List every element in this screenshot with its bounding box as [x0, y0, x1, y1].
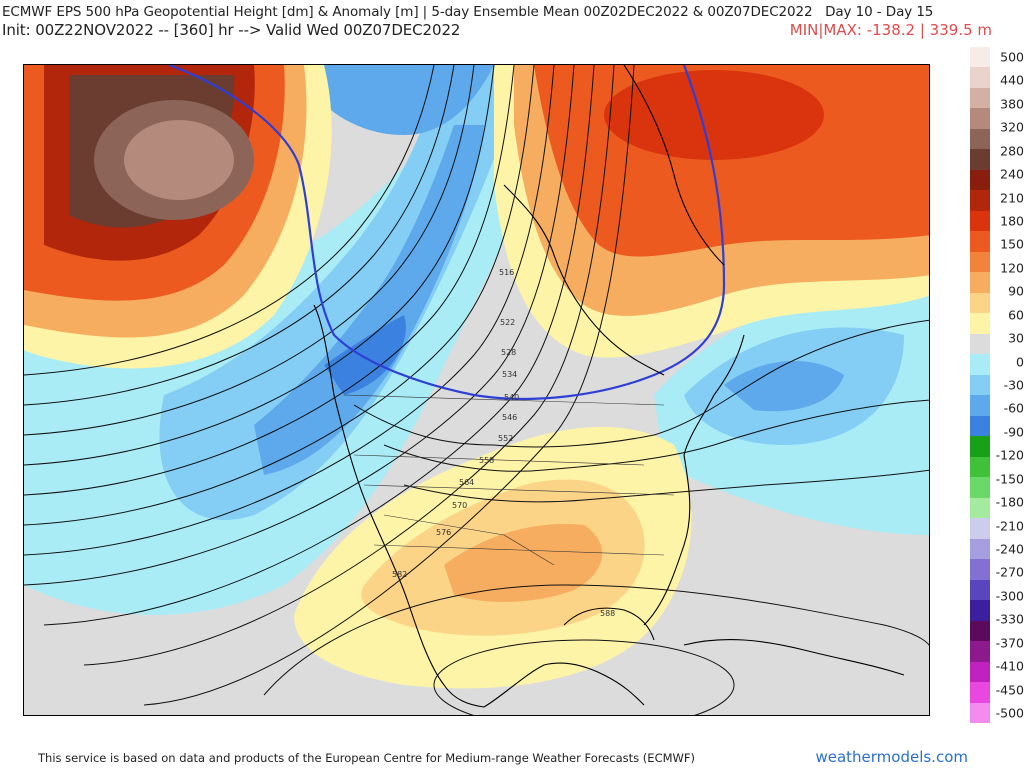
- contour-label-552: 552: [498, 434, 513, 443]
- colorbar-swatch: [970, 108, 990, 130]
- contour-labels: 516 522 528 534 540 546 552 558 564 570 …: [392, 268, 615, 618]
- anomaly-colorbar: 500 440 380 320 280 240 210 180 150 120 90 60 30 0 -30…: [970, 47, 1024, 724]
- contour-label-570: 570: [452, 501, 467, 510]
- colorbar-swatch: [970, 87, 990, 109]
- colorbar-label: 380: [1000, 96, 1024, 112]
- colorbar-swatch: [970, 272, 990, 294]
- colorbar-label: -90: [1003, 424, 1024, 440]
- colorbar-label: -450: [995, 682, 1024, 698]
- colorbar-label: -240: [995, 541, 1024, 557]
- colorbar-label: -270: [995, 564, 1024, 580]
- colorbar-swatch: [970, 436, 990, 458]
- colorbar-swatch: [970, 149, 990, 171]
- colorbar-swatch: [970, 67, 990, 89]
- colorbar-label: -120: [995, 447, 1024, 463]
- colorbar-label: -330: [995, 611, 1024, 627]
- colorbar-swatch: [970, 579, 990, 601]
- forecast-days: Day 10 - Day 15: [825, 4, 934, 20]
- colorbar-label: 440: [1000, 72, 1024, 88]
- colorbar-swatch: [970, 497, 990, 519]
- colorbar-label: -500: [995, 705, 1024, 721]
- borders: [343, 394, 675, 566]
- negative-anomaly-north: [294, 65, 494, 135]
- colorbar-swatch: [970, 415, 990, 437]
- contour-label-528: 528: [501, 348, 516, 357]
- init-line: Init: 00Z22NOV2022 -- [360] hr --> Valid…: [2, 21, 461, 39]
- colorbar-swatch: [970, 251, 990, 273]
- colorbar-swatch: [970, 169, 990, 191]
- colorbar-swatch: [970, 641, 990, 663]
- colorbar-label: -370: [995, 635, 1024, 651]
- forecast-map: 516 522 528 534 540 546 552 558 564 570 …: [23, 64, 930, 716]
- colorbar-label: 280: [1000, 143, 1024, 159]
- negative-anomaly-west-max: [324, 315, 406, 395]
- colorbar-swatch: [970, 292, 990, 314]
- colorbar-label: -410: [995, 658, 1024, 674]
- contour-label-516: 516: [499, 268, 514, 277]
- colorbar-label: 240: [1000, 166, 1024, 182]
- map-canvas: 516 522 528 534 540 546 552 558 564 570 …: [24, 65, 929, 715]
- positive-anomaly-north-max: [604, 70, 824, 160]
- colorbar-swatch: [970, 559, 990, 581]
- colorbar-label: 30: [1008, 330, 1024, 346]
- contour-label-564: 564: [459, 478, 474, 487]
- colorbar-swatch: [970, 231, 990, 253]
- contour-label-558: 558: [479, 456, 494, 465]
- colorbar-swatch: [970, 456, 990, 478]
- colorbar-label: 320: [1000, 119, 1024, 135]
- colorbar-swatch: [970, 538, 990, 560]
- colorbar-swatch: [970, 333, 990, 355]
- chart-title: ECMWF EPS 500 hPa Geopotential Height [d…: [2, 4, 933, 20]
- height-contours: [24, 65, 929, 715]
- colorbar-swatch: [970, 661, 990, 683]
- colorbar-swatch: [970, 682, 990, 703]
- contour-label-546: 546: [502, 413, 517, 422]
- coastlines: [313, 65, 905, 708]
- colorbar-label: 150: [1000, 236, 1024, 252]
- colorbar-swatch: [970, 374, 990, 396]
- colorbar-label: 120: [1000, 260, 1024, 276]
- ecmwf-credit: This service is based on data and produc…: [38, 751, 695, 765]
- colorbar-swatch: [970, 128, 990, 150]
- negative-anomaly-atlantic-core: [724, 361, 844, 412]
- title-text: ECMWF EPS 500 hPa Geopotential Height [d…: [2, 4, 813, 20]
- colorbar-swatch: [970, 518, 990, 540]
- colorbar-label: 500: [1000, 49, 1024, 65]
- colorbar-label: 180: [1000, 213, 1024, 229]
- min-max-readout: MIN|MAX: -138.2 | 339.5 m: [789, 21, 992, 39]
- colorbar-label: -30: [1003, 377, 1024, 393]
- colorbar-swatch: [970, 395, 990, 417]
- colorbar-swatch: [970, 190, 990, 212]
- colorbar-swatch: [970, 210, 990, 232]
- contour-label-576: 576: [436, 528, 451, 537]
- colorbar-swatch: [970, 354, 990, 376]
- contour-label-522: 522: [500, 318, 515, 327]
- colorbar-swatch: [970, 47, 990, 68]
- positive-anomaly-south-max: [444, 524, 603, 602]
- colorbar-swatch: [970, 477, 990, 499]
- colorbar-label: -210: [995, 518, 1024, 534]
- contour-label-540: 540: [504, 393, 519, 402]
- negative-anomaly-west-mid: [159, 65, 524, 520]
- site-link[interactable]: weathermodels.com: [815, 748, 968, 766]
- colorbar-label: 0: [1016, 354, 1024, 370]
- colorbar-label: -300: [995, 588, 1024, 604]
- colorbar-label: 210: [1000, 190, 1024, 206]
- colorbar-label: -150: [995, 471, 1024, 487]
- colorbar-label: 90: [1008, 283, 1024, 299]
- colorbar-swatch: [970, 600, 990, 622]
- 540dm-contour: [168, 65, 726, 401]
- colorbar-label: -180: [995, 494, 1024, 510]
- colorbar-swatch: [970, 702, 990, 724]
- contour-label-588: 588: [600, 609, 615, 618]
- negative-anomaly-west-core: [254, 125, 484, 475]
- colorbar-label: 60: [1008, 307, 1024, 323]
- contour-label-534: 534: [502, 370, 517, 379]
- colorbar-swatch: [970, 620, 990, 642]
- colorbar-swatch: [970, 313, 990, 335]
- colorbar-label: -60: [1003, 400, 1024, 416]
- contour-label-582: 582: [392, 570, 407, 579]
- positive-anomaly-west-max: [124, 120, 234, 200]
